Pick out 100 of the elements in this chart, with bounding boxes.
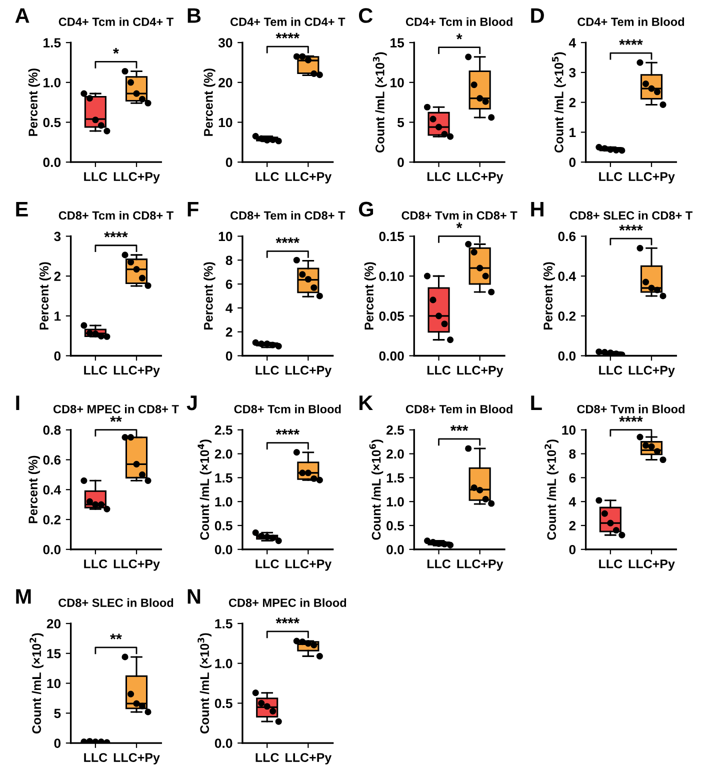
- y-tick-label: 5: [54, 708, 61, 718]
- text: E: [16, 202, 28, 216]
- y-tick-label: 3: [54, 232, 61, 242]
- chart-title: CD8+ Tvm in Blood: [577, 404, 684, 414]
- y-tick-label: 0: [398, 158, 404, 168]
- y-tick-label: 0: [226, 158, 232, 168]
- y-tick-label: 2: [54, 272, 61, 281]
- y-tick-label: 1.5: [44, 38, 61, 48]
- y-axis-title: Count /mL (×10$^{3}$): [198, 633, 212, 734]
- text: F: [188, 202, 198, 216]
- text: L: [531, 396, 542, 410]
- y-axis-title: Count /mL (×10$^{6}$): [369, 440, 384, 540]
- y-tick-label: 0: [54, 738, 61, 748]
- y-tick-label: 0.4: [558, 272, 576, 281]
- y-tick-label: 0.0: [43, 544, 61, 554]
- y-tick-label: 2.5: [214, 425, 232, 435]
- y-axis-title: Percent (%): [39, 262, 51, 330]
- y-axis-title: Percent (%): [364, 262, 376, 330]
- y-tick-label: 0.0: [214, 544, 232, 554]
- x-tick-label: LLC: [84, 366, 108, 375]
- y-tick-label: 5: [397, 118, 404, 128]
- chart-title: CD8+ MPEC in Blood: [228, 598, 346, 607]
- y-tick-label: 0.2: [558, 311, 576, 321]
- y-tick-label: 4: [226, 304, 233, 313]
- chart-title: CD8+ Tem in Blood: [406, 404, 512, 414]
- y-tick-label: 0.0: [43, 158, 61, 168]
- y-tick-label: 0.2: [43, 515, 61, 524]
- chart-title: CD8+ SLEC in CD8+ T: [570, 210, 693, 220]
- y-tick-label: 0.5: [214, 698, 232, 708]
- text: M: [16, 589, 31, 604]
- y-tick-label: 10: [218, 118, 232, 128]
- y-axis-title: Count /mL (×10$^{2}$): [30, 633, 44, 734]
- y-axis-title: Count /mL (×10$^{3}$): [372, 52, 387, 153]
- y-tick-label: 0: [54, 351, 61, 361]
- y-tick-label: 0.10: [379, 272, 404, 281]
- x-tick-label: LLC+Py: [286, 559, 332, 571]
- y-tick-label: 2.5: [386, 425, 404, 435]
- x-tick-label: LLC: [599, 559, 622, 568]
- text: **: [110, 416, 122, 422]
- chart-title: CD4+ Tcm in Blood: [406, 17, 512, 26]
- y-axis-title: Percent (%): [204, 68, 216, 136]
- y-tick-label: 10: [47, 678, 61, 688]
- y-tick-label: 1: [54, 312, 61, 321]
- y-tick-label: 0.5: [214, 521, 232, 530]
- x-tick-label: LLC: [599, 366, 622, 375]
- y-tick-label: 0.05: [379, 311, 404, 321]
- y-tick-label: 0.5: [43, 118, 61, 128]
- y-axis-title: Count /mL (×10$^{4}$): [198, 440, 212, 540]
- y-tick-label: 2.0: [214, 449, 232, 459]
- y-tick-label: 0.6: [558, 232, 576, 242]
- y-tick-label: 2: [569, 521, 576, 530]
- y-axis-title: Count /mL (×10$^{2}$): [544, 440, 558, 540]
- y-tick-label: 1.5: [386, 473, 404, 483]
- y-tick-label: 8: [569, 449, 576, 459]
- y-tick-label: 0.8: [43, 425, 61, 435]
- text: J: [186, 396, 197, 410]
- text: C: [358, 8, 373, 23]
- y-tick-label: 0.4: [43, 485, 62, 495]
- annotation: *: [113, 48, 119, 54]
- chart-title: CD8+ Tvm in CD8+ T: [402, 210, 518, 220]
- y-tick-label: 6: [226, 280, 232, 289]
- y-tick-label: 2: [226, 327, 232, 337]
- y-tick-label: 10: [218, 232, 232, 242]
- y-tick-label: 4: [568, 497, 576, 506]
- y-tick-label: 6: [569, 473, 576, 483]
- x-tick-label: LLC: [599, 172, 622, 182]
- y-axis-title: Percent (%): [28, 456, 40, 524]
- x-tick-label: LLC: [427, 172, 451, 182]
- text: A: [15, 8, 30, 23]
- y-tick-label: 0: [569, 544, 576, 554]
- y-tick-label: 15: [390, 38, 404, 48]
- y-tick-label: 0.5: [386, 521, 404, 530]
- chart-title: CD4+ Tem in CD4+ T: [230, 17, 346, 26]
- x-tick-label: LLC: [84, 753, 108, 762]
- y-tick-label: 3: [569, 68, 576, 78]
- chart-title: CD8+ Tem in CD8+ T: [230, 210, 346, 220]
- text: K: [360, 396, 373, 410]
- x-tick-label: LLC: [256, 559, 279, 568]
- y-tick-label: 10: [562, 425, 576, 435]
- x-tick-label: LLC+Py: [286, 366, 332, 378]
- text: D: [531, 8, 544, 23]
- x-tick-label: LLC+Py: [628, 366, 675, 378]
- y-tick-label: 0: [569, 158, 576, 168]
- y-tick-label: 1: [570, 128, 576, 137]
- text: *: [456, 34, 462, 40]
- text: ****: [619, 416, 643, 422]
- y-tick-label: 30: [218, 38, 232, 48]
- y-axis-title: Percent (%): [28, 68, 40, 136]
- y-tick-label: 1.0: [386, 497, 404, 506]
- y-axis-title: Count /mL (×10$^{5}$): [552, 52, 566, 153]
- chart-title: CD8+ SLEC in Blood: [58, 598, 174, 607]
- chart-title: CD8+ MPEC in CD8+ T: [53, 404, 179, 414]
- annotation: ****: [619, 39, 643, 46]
- annotation: ****: [276, 429, 300, 435]
- y-tick-label: 0.15: [379, 232, 404, 242]
- annotation: ****: [104, 232, 128, 238]
- x-tick-label: LLC: [84, 172, 108, 182]
- x-tick-label: LLC+Py: [114, 559, 160, 571]
- y-tick-label: 15: [47, 649, 61, 658]
- text: N: [188, 589, 200, 604]
